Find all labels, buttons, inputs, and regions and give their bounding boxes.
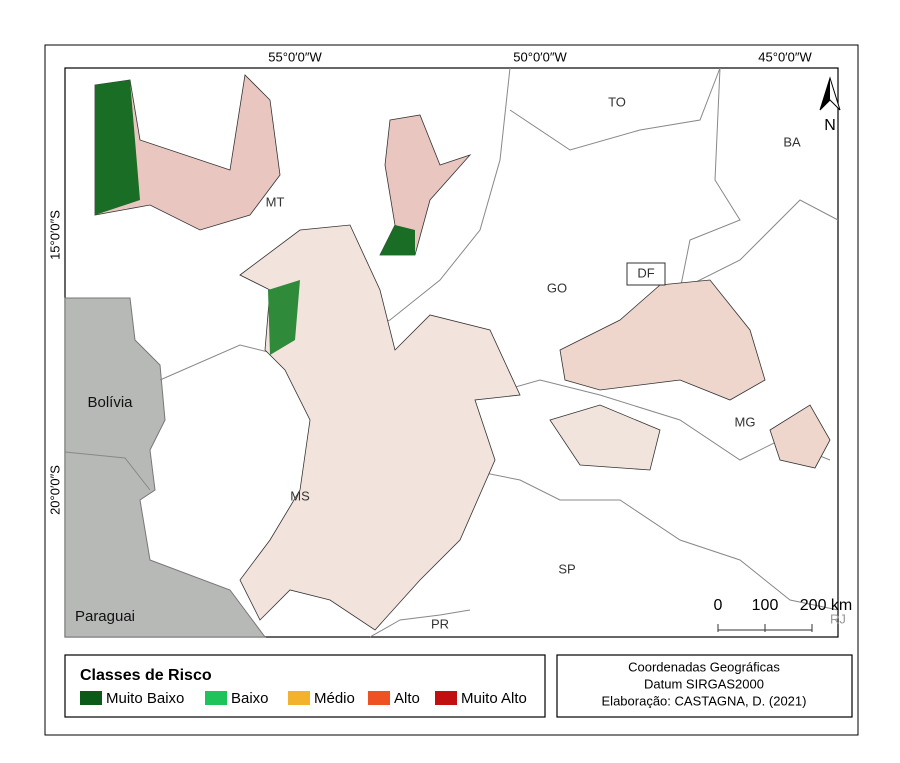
state-label: RJ	[830, 611, 846, 626]
state-border	[369, 609, 471, 638]
state-border	[159, 67, 511, 381]
country-border	[64, 451, 151, 491]
credit-line: Elaboração: CASTAGNA, D. (2021)	[602, 693, 807, 708]
north-label: N	[824, 117, 836, 134]
study-area-south	[239, 224, 521, 631]
latitude-label: 15°0′0″S	[47, 210, 62, 260]
state-label: TO	[608, 94, 626, 109]
legend-swatch	[368, 691, 390, 705]
df-box	[626, 262, 666, 286]
legend-box	[64, 654, 546, 718]
study-area-east	[559, 279, 766, 401]
state-label: GO	[547, 280, 567, 295]
state-border	[509, 67, 721, 151]
legend-swatch	[435, 691, 457, 705]
risk-patch	[380, 225, 415, 255]
state-label: DF	[637, 265, 654, 280]
scale-label: 200 km	[800, 597, 852, 614]
risk-patch	[95, 80, 140, 215]
scale-label: 0	[714, 597, 723, 614]
state-label: MS	[290, 488, 310, 503]
study-area-north	[379, 114, 472, 256]
state-label: MT	[266, 194, 285, 209]
state-label: SP	[558, 561, 575, 576]
country-label: Paraguai	[75, 608, 135, 625]
scale-label: 100	[752, 597, 779, 614]
legend-swatch	[80, 691, 102, 705]
neighbor-countries	[64, 297, 266, 638]
legend-swatch	[288, 691, 310, 705]
study-area-east	[549, 404, 661, 471]
latitude-label: 20°0′0″S	[47, 465, 62, 515]
study-area-north	[94, 74, 281, 231]
state-label: BA	[783, 134, 801, 149]
credits-box	[556, 654, 853, 718]
risk-patch	[268, 280, 300, 355]
credit-line: Datum SIRGAS2000	[644, 676, 764, 691]
legend-title: Classes de Risco	[80, 667, 212, 684]
state-label: PR	[431, 616, 449, 631]
study-area-east	[769, 404, 831, 469]
credit-line: Coordenadas Geográficas	[628, 659, 780, 674]
longitude-label: 50°0′0″W	[513, 49, 567, 64]
legend-label: Alto	[394, 690, 420, 707]
state-border	[469, 469, 839, 611]
map-area	[64, 67, 841, 638]
legend-label: Muito Baixo	[106, 690, 184, 707]
legend-label: Baixo	[231, 690, 269, 707]
longitude-label: 45°0′0″W	[758, 49, 812, 64]
outer-frame	[44, 44, 859, 736]
legend-label: Muito Alto	[461, 690, 527, 707]
longitude-label: 55°0′0″W	[268, 49, 322, 64]
state-label: MG	[735, 414, 756, 429]
legend-label: Médio	[314, 690, 355, 707]
north-arrow	[820, 78, 830, 110]
country-label: Bolívia	[87, 394, 133, 411]
legend-swatch	[205, 691, 227, 705]
state-border	[679, 67, 839, 291]
